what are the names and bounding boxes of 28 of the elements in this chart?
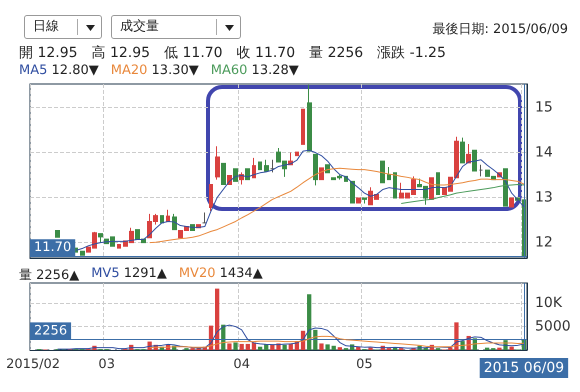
text: MA5: [19, 63, 48, 78]
y-tick-label: 5000: [535, 318, 571, 335]
y-tick-label: 15: [535, 99, 553, 116]
y-tick-label: 12: [535, 234, 553, 251]
text: 開 12.95 高 12.95 低 11.70 收 11.70 量 2256 漲跌 -1.25: [19, 44, 446, 62]
text: 13.28▼: [250, 63, 299, 78]
y-tick-label: 10K: [535, 295, 563, 312]
text: 13.30▼: [150, 63, 199, 78]
dropdown: 日線: [24, 15, 102, 39]
y-tick-label: 14: [535, 144, 553, 161]
text: 量 2256▲: [19, 267, 80, 284]
text: 1434▲: [218, 266, 263, 281]
text: MV20: [178, 266, 216, 281]
y-tick-label: 13: [535, 190, 553, 206]
text: MA20: [110, 63, 148, 78]
x-tick-label: 2015/02: [6, 357, 60, 372]
x-tick-label: 05: [356, 357, 373, 372]
text: 1291▲: [122, 266, 167, 281]
x-tick-label: 2015 06/09: [484, 360, 564, 376]
ref-line-label: 11.70: [34, 240, 72, 256]
ref-line-label: 2256: [34, 323, 68, 338]
text: MV5: [91, 266, 120, 281]
text: 最後日期: 2015/06/09: [432, 21, 568, 38]
x-tick-label: 04: [233, 357, 250, 372]
text: MA60: [210, 63, 248, 78]
dropdown: 成交量: [111, 15, 241, 39]
x-tick-label: 03: [98, 357, 115, 372]
text: 12.80▼: [50, 63, 99, 78]
